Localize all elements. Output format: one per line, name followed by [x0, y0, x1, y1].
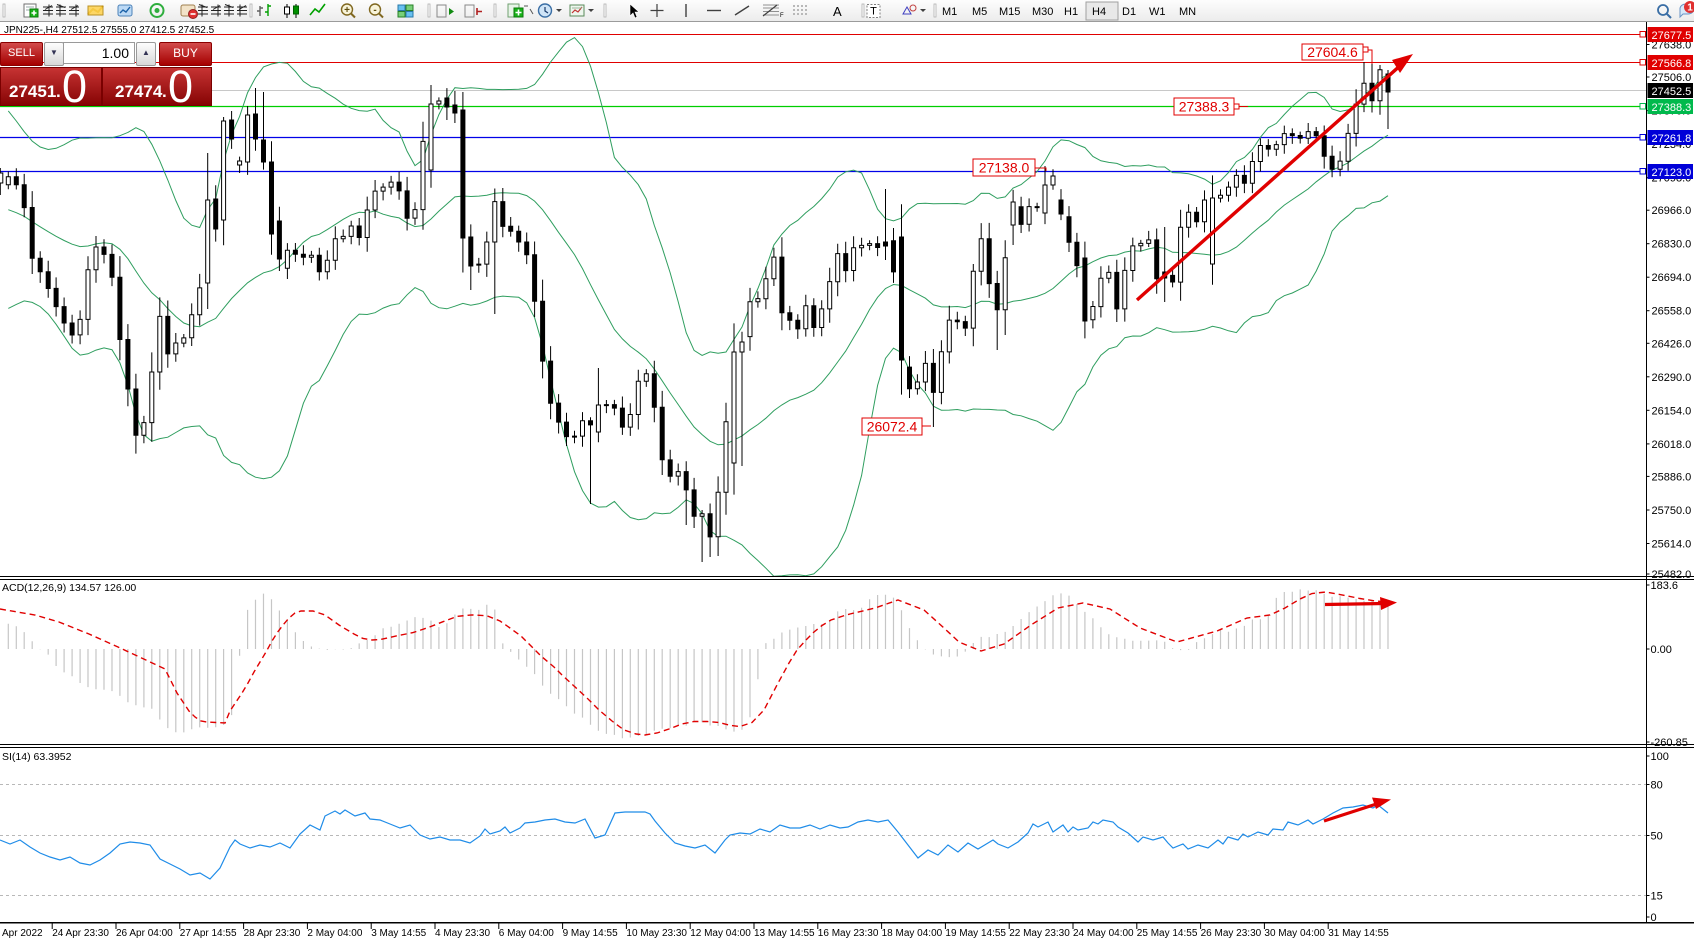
svg-text:3 May 14:55: 3 May 14:55	[371, 928, 426, 939]
svg-text:27677.5: 27677.5	[1652, 30, 1692, 42]
svg-text:0: 0	[1651, 912, 1657, 924]
svg-text:27138.0: 27138.0	[979, 160, 1030, 176]
svg-text:H1: H1	[1064, 6, 1078, 18]
svg-text:1: 1	[1687, 3, 1693, 14]
svg-text:M30: M30	[1032, 6, 1053, 18]
svg-text:25614.0: 25614.0	[1652, 539, 1692, 551]
svg-text:80: 80	[1651, 780, 1663, 792]
svg-text:183.6: 183.6	[1651, 580, 1679, 592]
svg-text:27638.0: 27638.0	[1652, 40, 1692, 52]
svg-text:9 May 14:55: 9 May 14:55	[563, 928, 618, 939]
svg-text:10 May 23:30: 10 May 23:30	[626, 928, 687, 939]
svg-text:24 Apr 23:30: 24 Apr 23:30	[52, 928, 109, 939]
svg-text:26426.0: 26426.0	[1652, 338, 1692, 350]
svg-text:27566.8: 27566.8	[1652, 58, 1692, 70]
svg-text:A: A	[833, 4, 842, 19]
svg-text:26 May 23:30: 26 May 23:30	[1201, 928, 1262, 939]
svg-text:-260.85: -260.85	[1651, 737, 1688, 749]
svg-text:ACD(12,26,9) 134.57 126.00: ACD(12,26,9) 134.57 126.00	[2, 582, 136, 594]
svg-text:27452.5: 27452.5	[1652, 86, 1692, 98]
svg-text:13 May 14:55: 13 May 14:55	[754, 928, 815, 939]
svg-text:-: -	[373, 5, 376, 16]
svg-text:2 May 04:00: 2 May 04:00	[307, 928, 362, 939]
svg-text:SI(14) 63.3952: SI(14) 63.3952	[2, 751, 72, 763]
svg-text:+: +	[344, 5, 350, 16]
svg-text:26018.0: 26018.0	[1652, 439, 1692, 451]
svg-text:27261.8: 27261.8	[1652, 133, 1692, 145]
svg-text:W1: W1	[1149, 6, 1166, 18]
svg-text:30 May 04:00: 30 May 04:00	[1264, 928, 1325, 939]
svg-text:27388.3: 27388.3	[1179, 99, 1230, 115]
svg-text:M1: M1	[942, 6, 957, 18]
svg-text:27506.0: 27506.0	[1652, 72, 1692, 84]
svg-text:24 May 04:00: 24 May 04:00	[1073, 928, 1134, 939]
svg-text:JPN225-,H4 27512.5 27555.0 27: JPN225-,H4 27512.5 27555.0 27412.5 27452…	[4, 25, 215, 36]
svg-text:25482.0: 25482.0	[1652, 569, 1692, 581]
svg-text:H4: H4	[1092, 6, 1106, 18]
svg-text:26830.0: 26830.0	[1652, 239, 1692, 251]
svg-text:Apr 2022: Apr 2022	[2, 928, 43, 939]
svg-text:T: T	[870, 6, 877, 18]
svg-text:16 May 23:30: 16 May 23:30	[818, 928, 879, 939]
svg-text:D1: D1	[1122, 6, 1136, 18]
svg-text:15: 15	[1651, 891, 1663, 903]
svg-text:31 May 14:55: 31 May 14:55	[1328, 928, 1389, 939]
svg-text:26558.0: 26558.0	[1652, 306, 1692, 318]
svg-text:26694.0: 26694.0	[1652, 272, 1692, 284]
svg-text:25886.0: 25886.0	[1652, 471, 1692, 483]
svg-text:M15: M15	[999, 6, 1020, 18]
svg-text:27604.6: 27604.6	[1307, 44, 1358, 60]
svg-text:100: 100	[1651, 751, 1669, 763]
svg-text:26966.0: 26966.0	[1652, 205, 1692, 217]
svg-text:19 May 14:55: 19 May 14:55	[945, 928, 1006, 939]
svg-text:22 May 23:30: 22 May 23:30	[1009, 928, 1070, 939]
svg-text:27388.3: 27388.3	[1652, 102, 1692, 114]
svg-text:26290.0: 26290.0	[1652, 372, 1692, 384]
svg-text:6 May 04:00: 6 May 04:00	[499, 928, 554, 939]
svg-text:0.00: 0.00	[1651, 644, 1672, 656]
svg-text:26154.0: 26154.0	[1652, 405, 1692, 417]
svg-text:25 May 14:55: 25 May 14:55	[1137, 928, 1198, 939]
svg-text:F: F	[780, 13, 784, 19]
svg-text:18 May 04:00: 18 May 04:00	[882, 928, 943, 939]
svg-text:27123.0: 27123.0	[1652, 167, 1692, 179]
svg-text:28 Apr 23:30: 28 Apr 23:30	[244, 928, 301, 939]
svg-text:27 Apr 14:55: 27 Apr 14:55	[180, 928, 237, 939]
svg-text:25750.0: 25750.0	[1652, 505, 1692, 517]
svg-text:M5: M5	[972, 6, 987, 18]
svg-text:26072.4: 26072.4	[867, 419, 918, 435]
svg-text:12 May 04:00: 12 May 04:00	[690, 928, 751, 939]
svg-text:50: 50	[1651, 831, 1663, 843]
svg-text:4 May 23:30: 4 May 23:30	[435, 928, 490, 939]
svg-text:MN: MN	[1179, 6, 1196, 18]
svg-text:26 Apr 04:00: 26 Apr 04:00	[116, 928, 173, 939]
